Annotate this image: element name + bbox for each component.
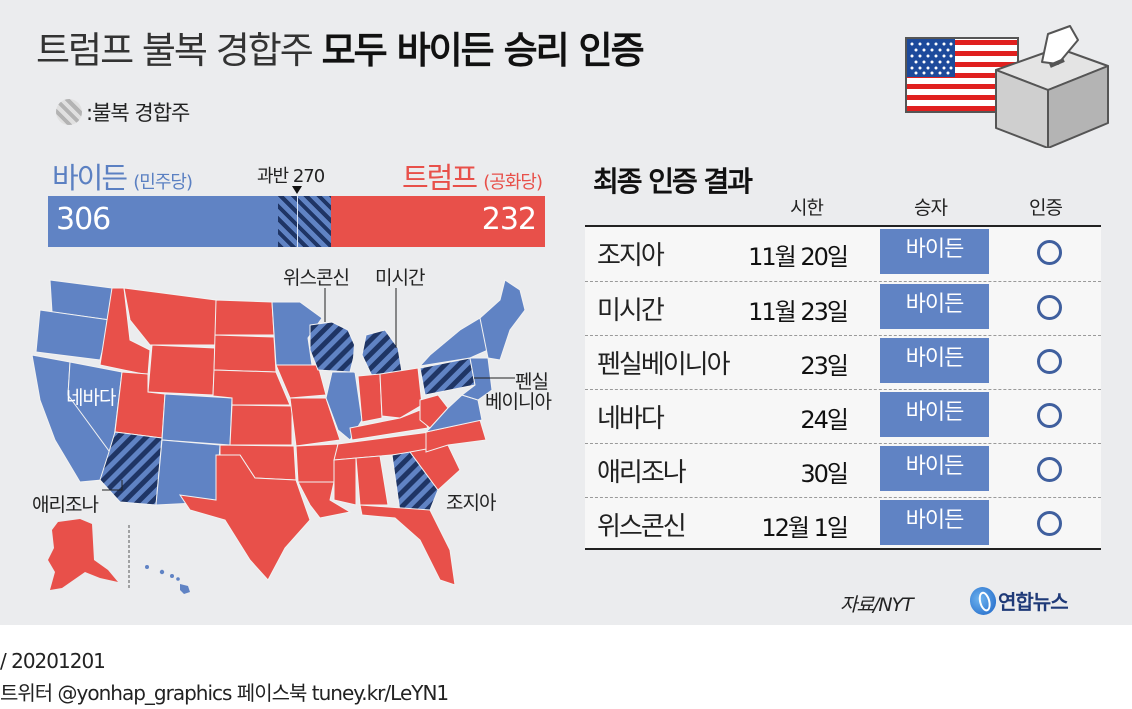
state-indiana [357,373,383,423]
infographic-canvas: 트럼프 불복 경합주 모두 바이든 승리 인증 :불복 경합주 [0,0,1132,625]
state-mississippi [333,457,357,506]
footer-date: / 20201201 [0,649,106,673]
flag-ballot-box-icon [905,25,1109,148]
winner-badge: 바이든 [880,338,989,383]
state-name: 미시간 [597,296,665,326]
trump-candidate-label: 트럼프 (공화당) [402,155,543,197]
yonhap-logo: 연합뉴스 [966,583,1069,618]
state-name: 애리조나 [597,458,687,488]
state-name: 네바다 [597,404,665,434]
state-north-dakota [214,299,275,336]
footer: / 20201201 트위터 @yonhap_graphics 페이스북 tun… [0,645,449,709]
table-row: 네바다 24일 바이든 [585,389,1101,443]
state-alabama [355,455,389,506]
header-winner: 승자 [914,197,948,219]
majority-arrow-icon [292,186,302,194]
biden-bar-segment [48,196,278,247]
us-election-map [31,279,526,594]
biden-candidate-label: 바이든 (민주당) [52,155,193,197]
results-title: 최종 인증 결과 [593,165,753,198]
majority-line [297,196,298,247]
deadline: 11월 20일 [748,243,849,271]
state-georgia [391,451,439,513]
map-label-nevada: 네바다 [66,387,116,409]
header-certified: 인증 [1029,197,1063,219]
certified-circle-icon [1037,240,1062,265]
table-row: 조지아 11월 20일 바이든 [585,227,1101,281]
state-oregon [35,309,111,361]
deadline: 30일 [800,460,849,488]
page-title: 트럼프 불복 경합주 모두 바이든 승리 인증 [36,20,645,74]
winner-badge: 바이든 [880,446,989,491]
state-alaska [48,519,118,590]
state-new-mexico [155,439,221,506]
state-arkansas [295,443,339,483]
majority-label: 과반 270 [257,166,325,187]
title-light: 트럼프 불복 경합주 [36,29,322,72]
certified-circle-icon [1037,349,1062,374]
map-label-michigan: 미시간 [375,267,425,289]
table-row: 위스콘신 12월 1일 바이든 [585,497,1101,551]
footer-social: 트위터 @yonhap_graphics 페이스북 tuney.kr/LeYN1 [0,681,449,705]
map-label-pennsylvania-line2: 베이니아 [485,391,552,413]
map-label-wisconsin: 위스콘신 [283,267,350,289]
biden-name: 바이든 [52,161,128,195]
state-name: 펜실베이니아 [597,350,731,380]
map-label-arizona: 애리조나 [32,494,99,516]
trump-name: 트럼프 [402,161,478,195]
header-deadline: 시한 [790,197,824,219]
certified-circle-icon [1037,511,1062,536]
certification-table: 조지아 11월 20일 바이든 미시간 11월 23일 바이든 펜실베이니아 2… [585,225,1101,550]
winner-badge: 바이든 [880,392,989,437]
state-south-dakota [213,334,277,373]
state-name: 조지아 [597,241,665,271]
source-credit: 자료/NYT [840,594,914,616]
yonhap-logo-icon [966,583,1000,618]
legend-label: :불복 경합주 [86,101,190,125]
table-row: 펜실베이니아 23일 바이든 [585,335,1101,389]
state-hawaii [145,565,190,594]
winner-badge: 바이든 [880,229,989,274]
table-row: 애리조나 30일 바이든 [585,443,1101,497]
title-bold: 모두 바이든 승리 인증 [321,29,645,72]
electoral-vote-bar [48,196,545,247]
map-label-georgia: 조지아 [446,492,496,514]
trump-party: (공화당) [483,172,543,193]
swing-bar-segment [278,196,331,247]
logo-text: 연합뉴스 [998,590,1069,614]
deadline: 12월 1일 [761,514,849,542]
table-row: 미시간 11월 23일 바이든 [585,281,1101,335]
winner-badge: 바이든 [880,500,989,545]
trump-electoral-votes: 232 [481,202,537,237]
map-label-pennsylvania-line1: 펜실 [515,371,549,393]
legend: :불복 경합주 [56,97,190,127]
trump-bar-segment [331,196,545,247]
state-florida [359,504,456,586]
deadline: 23일 [800,352,849,380]
state-kansas [229,404,293,446]
state-iowa [275,364,327,399]
biden-electoral-votes: 306 [56,202,111,237]
deadline: 24일 [800,406,849,434]
hatch-swatch-icon [56,99,82,125]
biden-party: (민주당) [133,172,193,193]
state-nj-md-de [460,357,493,401]
state-colorado [161,393,233,446]
certified-circle-icon [1037,403,1062,428]
ballot-box-icon [995,25,1109,148]
certified-circle-icon [1037,457,1062,482]
state-wyoming [147,344,216,396]
state-wisconsin [309,321,357,373]
deadline: 11월 23일 [748,298,849,326]
state-texas [178,454,311,581]
state-montana [123,287,217,346]
winner-badge: 바이든 [880,284,989,329]
state-name: 위스콘신 [597,512,687,542]
state-new-england [479,279,526,361]
state-missouri [289,397,341,447]
certified-circle-icon [1037,295,1062,320]
state-ohio [379,367,423,419]
